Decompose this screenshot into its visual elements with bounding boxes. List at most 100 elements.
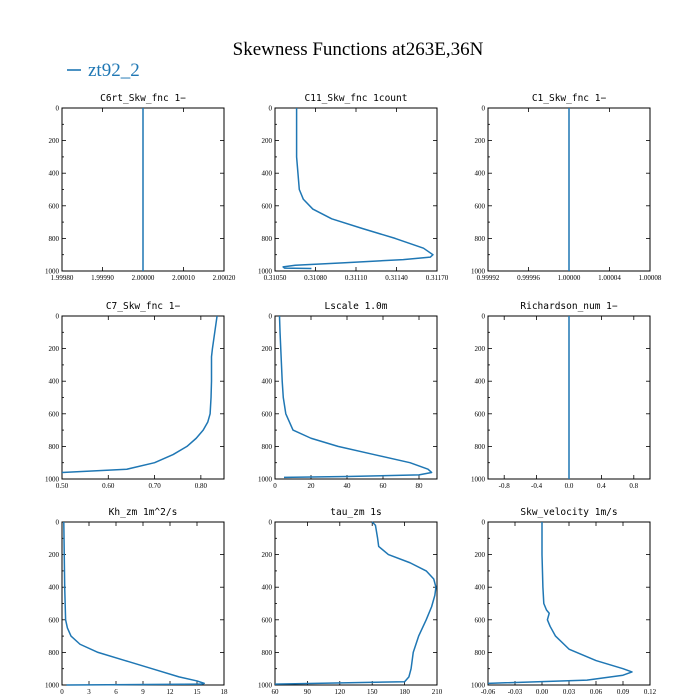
y-tick-label: 1000 <box>258 268 273 276</box>
y-tick-label: 0 <box>56 519 60 527</box>
y-tick-label: 0 <box>482 105 486 113</box>
x-tick-label: 0.31170 <box>426 274 449 282</box>
y-tick-label: 400 <box>475 170 486 178</box>
y-tick-label: 0 <box>269 519 273 527</box>
x-tick-label: -0.03 <box>508 688 523 696</box>
x-tick-label: 40 <box>344 482 352 490</box>
y-tick-label: 0 <box>482 313 486 321</box>
y-tick-label: 200 <box>49 345 60 353</box>
plot-frame <box>274 315 438 480</box>
x-tick-label: 210 <box>432 688 443 696</box>
x-tick-label: 1.00008 <box>639 274 662 282</box>
x-tick-label: 0.31080 <box>304 274 327 282</box>
y-tick-label: 400 <box>475 378 486 386</box>
y-tick-label: 1000 <box>45 682 60 690</box>
series-line <box>487 522 633 685</box>
x-tick-label: 15 <box>194 688 202 696</box>
panel-6: Richardson_num 1− 0 200 400 600 800 1000 -0.8 -0… <box>471 301 651 490</box>
plot-frame <box>61 315 225 480</box>
x-tick-label: 3 <box>87 688 91 696</box>
x-tick-label: 2.00010 <box>172 274 195 282</box>
x-tick-label: 2.00000 <box>132 274 155 282</box>
y-tick-label: 200 <box>49 137 60 145</box>
y-tick-label: 1000 <box>258 476 273 484</box>
y-tick-label: 200 <box>262 137 273 145</box>
y-tick-label: 600 <box>49 616 60 624</box>
y-tick-label: 200 <box>262 345 273 353</box>
x-tick-label: 0.80 <box>195 482 208 490</box>
y-tick-label: 400 <box>49 378 60 386</box>
y-tick-label: 800 <box>49 649 60 657</box>
x-tick-label: 1.00000 <box>558 274 581 282</box>
x-tick-label: 150 <box>367 688 378 696</box>
x-tick-label: -0.8 <box>499 482 511 490</box>
x-tick-label: 0 <box>60 688 64 696</box>
x-tick-label: 0 <box>273 482 277 490</box>
x-tick-label: 9 <box>141 688 145 696</box>
x-tick-label: 0.70 <box>148 482 161 490</box>
panel-title: Kh_zm 1m^2/s <box>109 507 178 518</box>
y-tick-label: 600 <box>49 410 60 418</box>
x-tick-label: 1.00004 <box>598 274 621 282</box>
y-tick-label: 400 <box>475 584 486 592</box>
y-tick-label: 800 <box>262 649 273 657</box>
panel-9: Skw_velocity 1m/s 0 200 400 600 800 1000-0.06 -… <box>471 507 657 696</box>
y-tick-label: 0 <box>482 519 486 527</box>
y-tick-label: 200 <box>262 551 273 559</box>
y-tick-label: 1000 <box>471 682 486 690</box>
series-line <box>63 521 205 686</box>
x-tick-label: 18 <box>221 688 229 696</box>
x-tick-label: -0.06 <box>481 688 496 696</box>
x-tick-label: 0.99992 <box>477 274 500 282</box>
panel-title: Lscale 1.0m <box>325 301 388 312</box>
x-tick-label: 0.31110 <box>345 274 368 282</box>
x-tick-label: 0.00 <box>536 688 549 696</box>
y-tick-label: 600 <box>262 410 273 418</box>
y-tick-label: 600 <box>475 202 486 210</box>
plot-frame <box>487 521 651 686</box>
x-tick-label: -0.4 <box>531 482 543 490</box>
y-tick-label: 600 <box>262 616 273 624</box>
x-tick-label: 60 <box>272 688 280 696</box>
y-tick-label: 800 <box>262 235 273 243</box>
legend-label: zt92_2 <box>88 60 140 81</box>
x-tick-label: 60 <box>380 482 388 490</box>
y-tick-label: 800 <box>475 235 486 243</box>
x-tick-label: 180 <box>399 688 410 696</box>
y-tick-label: 400 <box>49 584 60 592</box>
y-tick-label: 200 <box>475 345 486 353</box>
x-tick-label: 12 <box>167 688 175 696</box>
x-tick-label: 0.4 <box>597 482 606 490</box>
y-tick-label: 800 <box>475 649 486 657</box>
y-tick-label: 400 <box>262 378 273 386</box>
y-tick-label: 400 <box>49 170 60 178</box>
x-tick-label: 1.99990 <box>91 274 114 282</box>
panel-title: C1_Skw_fnc 1− <box>532 93 607 104</box>
y-tick-label: 200 <box>475 137 486 145</box>
y-tick-label: 200 <box>49 551 60 559</box>
y-tick-label: 1000 <box>471 476 486 484</box>
x-tick-label: 0.99996 <box>517 274 540 282</box>
y-tick-label: 400 <box>262 584 273 592</box>
series-line <box>61 315 218 474</box>
y-tick-label: 1000 <box>258 682 273 690</box>
x-tick-label: 0.50 <box>56 482 69 490</box>
x-tick-label: 0.12 <box>644 688 657 696</box>
panel-title: tau_zm 1s <box>330 507 381 518</box>
x-tick-label: 2.00020 <box>213 274 236 282</box>
y-tick-label: 0 <box>269 105 273 113</box>
y-tick-label: 800 <box>49 235 60 243</box>
figure-title: Skewness Functions at263E,36N <box>233 39 484 60</box>
y-tick-label: 800 <box>49 443 60 451</box>
y-tick-label: 400 <box>262 170 273 178</box>
x-tick-label: 0.0 <box>565 482 574 490</box>
x-tick-label: 0.31140 <box>385 274 408 282</box>
panel-title: C6rt_Skw_fnc 1− <box>100 93 186 104</box>
